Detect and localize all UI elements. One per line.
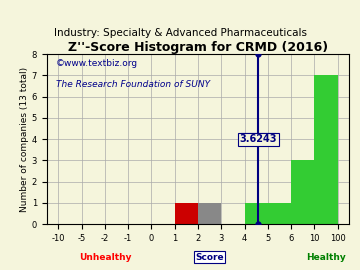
Bar <box>314 75 338 224</box>
Text: Unhealthy: Unhealthy <box>79 253 131 262</box>
Text: The Research Foundation of SUNY: The Research Foundation of SUNY <box>56 79 210 89</box>
Text: Score: Score <box>195 253 224 262</box>
Text: ©www.textbiz.org: ©www.textbiz.org <box>56 59 138 68</box>
Text: 3.6243: 3.6243 <box>240 134 277 144</box>
Bar <box>244 203 291 224</box>
Title: Z''-Score Histogram for CRMD (2016): Z''-Score Histogram for CRMD (2016) <box>68 41 328 54</box>
Y-axis label: Number of companies (13 total): Number of companies (13 total) <box>20 66 29 212</box>
Bar <box>175 203 198 224</box>
Text: Industry: Specialty & Advanced Pharmaceuticals: Industry: Specialty & Advanced Pharmaceu… <box>54 28 306 38</box>
Bar <box>291 160 314 224</box>
Bar <box>198 203 221 224</box>
Text: Healthy: Healthy <box>306 253 346 262</box>
